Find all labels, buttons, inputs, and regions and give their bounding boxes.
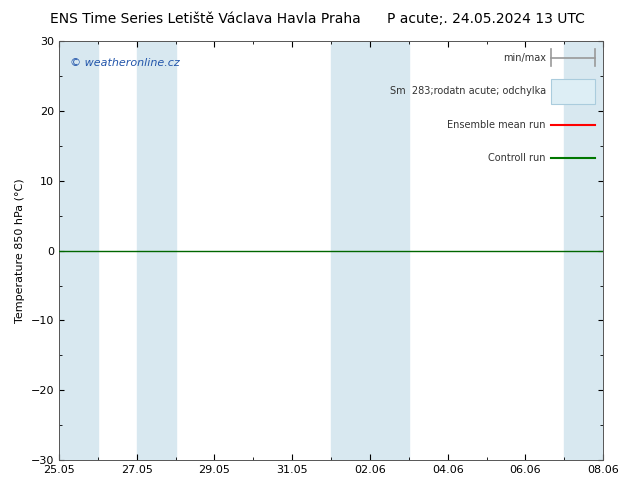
Y-axis label: Temperature 850 hPa (°C): Temperature 850 hPa (°C) — [15, 178, 25, 323]
Text: Sm  283;rodatn acute; odchylka: Sm 283;rodatn acute; odchylka — [390, 86, 546, 97]
Bar — [59, 41, 98, 460]
FancyBboxPatch shape — [552, 79, 595, 104]
Bar — [137, 41, 176, 460]
Bar — [564, 41, 603, 460]
Bar — [331, 41, 409, 460]
Text: Controll run: Controll run — [488, 153, 546, 163]
Text: Ensemble mean run: Ensemble mean run — [448, 120, 546, 130]
Text: ENS Time Series Letiště Václava Havla Praha      P acute;. 24.05.2024 13 UTC: ENS Time Series Letiště Václava Havla Pr… — [49, 12, 585, 26]
Text: © weatheronline.cz: © weatheronline.cz — [70, 58, 179, 68]
Text: min/max: min/max — [503, 53, 546, 63]
